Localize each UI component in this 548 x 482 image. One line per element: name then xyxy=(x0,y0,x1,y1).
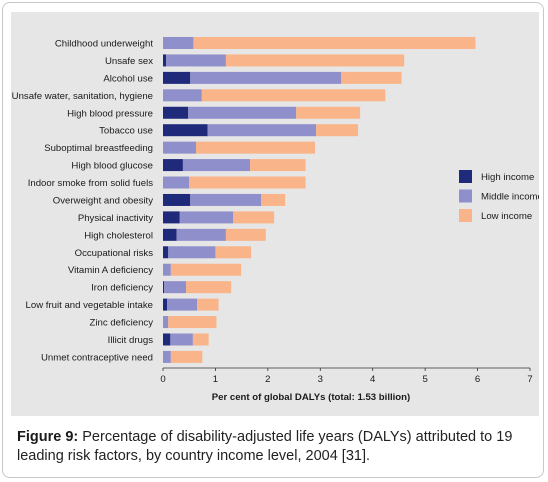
category-label: Overweight and obesity xyxy=(53,195,153,206)
chart-panel: Childhood underweight Unsafe sex Alcohol u… xyxy=(11,12,539,416)
x-tick-label: 4 xyxy=(370,374,376,385)
legend-label: Low income xyxy=(481,211,532,222)
bar-segment-2 xyxy=(163,350,171,363)
bar-segment-3 xyxy=(170,350,203,363)
category-label: Low fruit and vegetable intake xyxy=(26,300,153,311)
bar-segment-1 xyxy=(163,159,183,172)
bar-segment-1 xyxy=(163,124,208,137)
bar-segment-3 xyxy=(233,211,275,224)
bar-segment-1 xyxy=(163,106,189,119)
bar-segment-3 xyxy=(196,141,316,154)
bar-segment-3 xyxy=(186,281,232,294)
legend-swatch-1 xyxy=(459,170,472,183)
category-label: Childhood underweight xyxy=(55,39,153,50)
bar-segment-2 xyxy=(163,316,169,329)
bar-segment-2 xyxy=(168,246,216,259)
x-tick-label: 3 xyxy=(318,374,323,385)
bar-segment-2 xyxy=(163,176,190,189)
bar-segment-3 xyxy=(296,106,361,119)
bar-segment-1 xyxy=(163,246,169,259)
bar-segment-2 xyxy=(190,193,262,206)
figure-caption: Figure 9: Percentage of disability-adjus… xyxy=(17,428,537,466)
bar-segment-1 xyxy=(163,71,191,84)
bar-segment-3 xyxy=(215,246,252,259)
legend-label: High income xyxy=(481,172,534,183)
x-tick-label: 0 xyxy=(160,374,165,385)
category-label: Unsafe water, sanitation, hygiene xyxy=(12,91,153,102)
bar-segment-3 xyxy=(193,37,476,49)
category-label: Suboptimal breastfeeding xyxy=(44,143,153,154)
bar-segment-3 xyxy=(197,298,219,311)
figure-label: Figure 9: xyxy=(17,429,79,445)
figure-caption-text: Percentage of disability-adjusted life y… xyxy=(17,429,513,464)
bar-segment-3 xyxy=(341,71,402,84)
category-label: Vitamin A deficiency xyxy=(68,265,153,276)
x-tick-label: 2 xyxy=(265,374,270,385)
bar-segment-2 xyxy=(163,89,202,102)
bar-segment-2 xyxy=(176,228,226,241)
category-label: High blood glucose xyxy=(71,161,153,172)
category-label: Alcohol use xyxy=(103,73,153,84)
category-label: High blood pressure xyxy=(67,108,153,119)
bar-segment-1 xyxy=(163,228,177,241)
category-label: High cholesterol xyxy=(84,230,153,241)
stacked-bar-chart: Childhood underweight Unsafe sex Alcohol u… xyxy=(12,37,539,403)
x-tick-label: 6 xyxy=(475,374,480,385)
category-label: Unmet contraceptive need xyxy=(41,352,153,363)
legend-swatch-2 xyxy=(459,189,472,203)
bar-segment-2 xyxy=(167,298,198,311)
bar-segment-3 xyxy=(225,54,405,67)
bar-segment-3 xyxy=(201,89,386,102)
bar-segment-3 xyxy=(316,124,359,137)
legend-label: Middle income xyxy=(481,192,539,203)
bar-segment-1 xyxy=(163,54,167,67)
bar-segment-2 xyxy=(190,71,342,84)
category-label: Indoor smoke from solid fuels xyxy=(28,178,154,189)
bar-segment-3 xyxy=(170,263,242,276)
bar-segment-3 xyxy=(250,159,306,172)
bar-segment-2 xyxy=(170,333,193,346)
category-label: Unsafe sex xyxy=(105,56,153,67)
figure-frame: Childhood underweight Unsafe sex Alcohol u… xyxy=(2,2,544,478)
bar-segment-3 xyxy=(225,228,266,241)
x-axis-label: Per cent of global DALYs (total: 1.53 bi… xyxy=(212,392,410,403)
bar-segment-2 xyxy=(182,159,251,172)
category-label: Illicit drugs xyxy=(108,335,154,346)
bar-segment-2 xyxy=(163,37,194,49)
bar-segment-3 xyxy=(261,193,286,206)
bar-segment-2 xyxy=(163,263,171,276)
bar-segment-1 xyxy=(163,298,168,311)
x-tick-label: 5 xyxy=(422,374,427,385)
bar-segment-3 xyxy=(192,333,209,346)
bar-segment-2 xyxy=(164,281,187,294)
bar-segment-2 xyxy=(188,106,297,119)
category-label: Occupational risks xyxy=(75,248,154,259)
x-tick-label: 1 xyxy=(213,374,218,385)
category-label: Zinc deficiency xyxy=(90,318,154,329)
bar-segment-1 xyxy=(163,281,165,294)
bar-segment-1 xyxy=(163,193,191,206)
category-label: Physical inactivity xyxy=(78,213,153,224)
category-label: Iron deficiency xyxy=(91,283,153,294)
x-tick-label: 7 xyxy=(527,374,532,385)
bar-segment-2 xyxy=(166,54,226,67)
bar-segment-2 xyxy=(163,141,197,154)
bar-segment-2 xyxy=(207,124,317,137)
bar-segment-3 xyxy=(168,316,217,329)
legend-swatch-3 xyxy=(459,209,472,222)
bar-segment-1 xyxy=(163,211,180,224)
bar-segment-1 xyxy=(163,333,171,346)
category-label: Tobacco use xyxy=(99,126,153,137)
bar-segment-3 xyxy=(189,176,306,189)
bar-segment-2 xyxy=(179,211,234,224)
